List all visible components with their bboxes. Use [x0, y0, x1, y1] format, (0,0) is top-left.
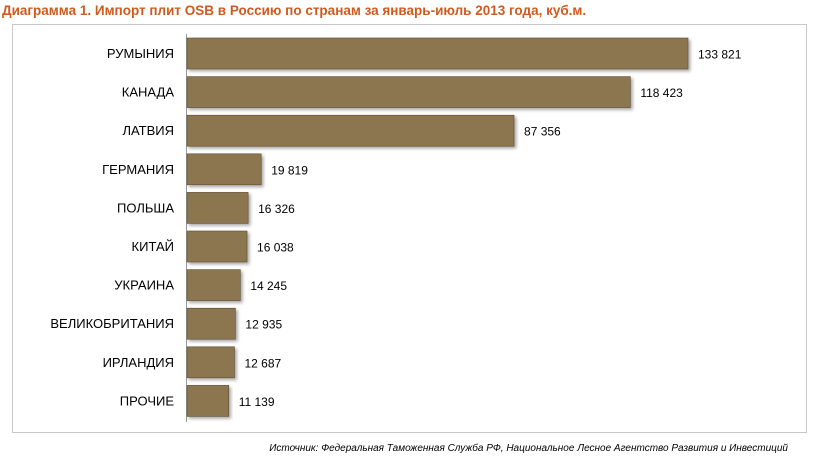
data-label: 16 038: [257, 241, 294, 255]
data-label: 11 139: [239, 395, 275, 409]
bar: [186, 76, 631, 108]
data-label: 16 326: [258, 202, 295, 216]
category-label: ПОЛЬША: [117, 200, 174, 215]
data-label: 19 819: [271, 163, 308, 177]
bar: [186, 346, 235, 379]
category-label: ПРОЧИЕ: [120, 393, 175, 408]
category-label: КИТАЙ: [132, 239, 174, 254]
data-label: 14 245: [250, 279, 287, 293]
bar: [186, 114, 515, 147]
category-axis-line: [186, 34, 187, 422]
bar: [186, 37, 689, 70]
category-label: РУМЫНИЯ: [107, 46, 174, 61]
data-label: 118 423: [640, 86, 683, 100]
category-label: ЛАТВИЯ: [122, 123, 174, 138]
category-label: ИРЛАНДИЯ: [103, 355, 174, 370]
category-label: ГЕРМАНИЯ: [102, 162, 174, 177]
bar: [186, 153, 262, 186]
bar: [186, 192, 249, 224]
bar: [186, 269, 241, 301]
data-label: 87 356: [524, 125, 561, 139]
bar: [186, 230, 248, 263]
category-label: ВЕЛИКОБРИТАНИЯ: [50, 316, 174, 331]
bar: [186, 385, 230, 417]
source-note: Источник: Федеральная Таможенная Служба …: [269, 443, 788, 454]
data-label: 12 687: [244, 356, 281, 370]
data-label: 12 935: [245, 318, 282, 332]
data-label: 133 821: [698, 48, 742, 62]
bar: [186, 307, 236, 340]
category-label: КАНАДА: [122, 85, 175, 100]
chart-title: Диаграмма 1. Импорт плит OSB в Россию по…: [2, 3, 587, 18]
chart-frame: [12, 24, 807, 433]
category-label: УКРАИНА: [114, 278, 174, 293]
